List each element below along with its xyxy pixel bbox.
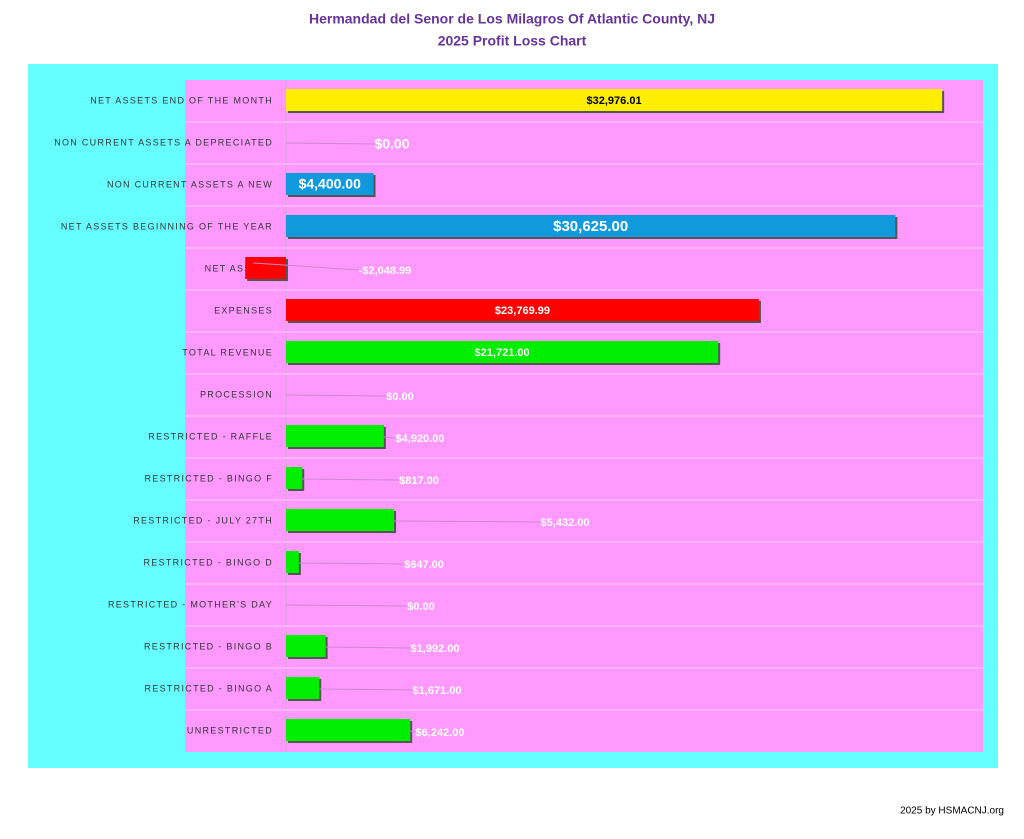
value-label: $30,625.00	[553, 218, 628, 235]
leader-line	[285, 142, 375, 145]
value-label: -$2,048.99	[359, 265, 412, 277]
category-label: RESTRICTED - MOTHER'S DAY	[108, 599, 273, 609]
value-label: $0.00	[386, 391, 414, 403]
category-label: UNRESTRICTED	[187, 725, 273, 735]
bar	[285, 341, 719, 363]
category-label: RESTRICTED - BINGO B	[144, 641, 273, 651]
category-label: RESTRICTED - BINGO F	[144, 473, 273, 483]
leader-line	[285, 604, 408, 607]
leader-line	[285, 394, 387, 397]
bar	[245, 257, 286, 279]
leader-line	[325, 646, 411, 649]
leader-line	[302, 478, 400, 481]
category-label: PROCESSION	[200, 389, 273, 399]
category-label: NET ASSETS BEGINNING OF THE YEAR	[61, 221, 273, 231]
value-label: $1,671.00	[413, 685, 462, 697]
category-label: RESTRICTED - BINGO A	[144, 683, 273, 693]
chart-subtitle: 2025 Profit Loss Chart	[438, 33, 587, 49]
category-label: NET ASSETS END OF THE MONTH	[90, 95, 273, 105]
value-label: $21,721.00	[475, 347, 530, 359]
bar	[285, 425, 384, 447]
chart-title: Hermandad del Senor de Los Milagros Of A…	[309, 11, 715, 27]
leader-line	[253, 262, 359, 271]
category-label: RESTRICTED - JULY 27TH	[133, 515, 273, 525]
value-label: $23,769.99	[495, 305, 550, 317]
bar	[285, 89, 943, 111]
value-label: $4,920.00	[396, 433, 445, 445]
bar	[285, 551, 299, 573]
value-label: $5,432.00	[541, 517, 590, 529]
bar	[285, 299, 759, 321]
category-label: RESTRICTED - RAFFLE	[148, 431, 273, 441]
value-label: $1,992.00	[411, 643, 460, 655]
value-label: $0.00	[374, 136, 409, 152]
value-label: $0.00	[407, 601, 435, 613]
category-label: NON CURRENT ASSETS A DEPRECIATED	[54, 137, 273, 147]
bar	[285, 467, 303, 489]
value-label: $4,400.00	[299, 176, 361, 192]
leader-line	[410, 730, 416, 733]
category-label: NON CURRENT ASSETS A NEW	[107, 179, 273, 189]
category-label: NET ASSETS	[205, 263, 273, 273]
value-label: $32,976.01	[587, 95, 642, 107]
leader-line	[319, 688, 413, 691]
category-label: TOTAL REVENUE	[182, 347, 273, 357]
value-label: $647.00	[404, 559, 444, 571]
bar	[285, 635, 326, 657]
leader-line	[298, 562, 405, 565]
bar	[285, 173, 374, 195]
bar	[285, 677, 320, 699]
footer: 2025 by HSMACNJ.org	[900, 806, 1004, 817]
value-label: $817.00	[399, 475, 439, 487]
bar	[285, 719, 411, 741]
leader-line	[394, 520, 541, 523]
bar	[285, 215, 896, 237]
category-label: EXPENSES	[214, 305, 273, 315]
category-label: RESTRICTED - BINGO D	[143, 557, 273, 567]
leader-line	[383, 436, 396, 439]
value-label: $6,242.00	[416, 727, 465, 739]
bar	[285, 509, 395, 531]
